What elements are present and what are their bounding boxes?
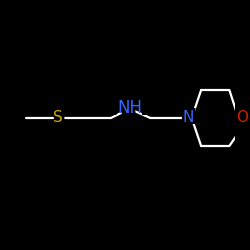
- Text: S: S: [51, 108, 66, 128]
- Text: NH: NH: [117, 99, 142, 117]
- Text: N: N: [179, 108, 197, 128]
- Text: O: O: [234, 108, 250, 128]
- Text: S: S: [54, 110, 63, 126]
- Text: NH: NH: [110, 96, 150, 120]
- Text: N: N: [182, 110, 194, 126]
- Text: O: O: [236, 110, 248, 126]
